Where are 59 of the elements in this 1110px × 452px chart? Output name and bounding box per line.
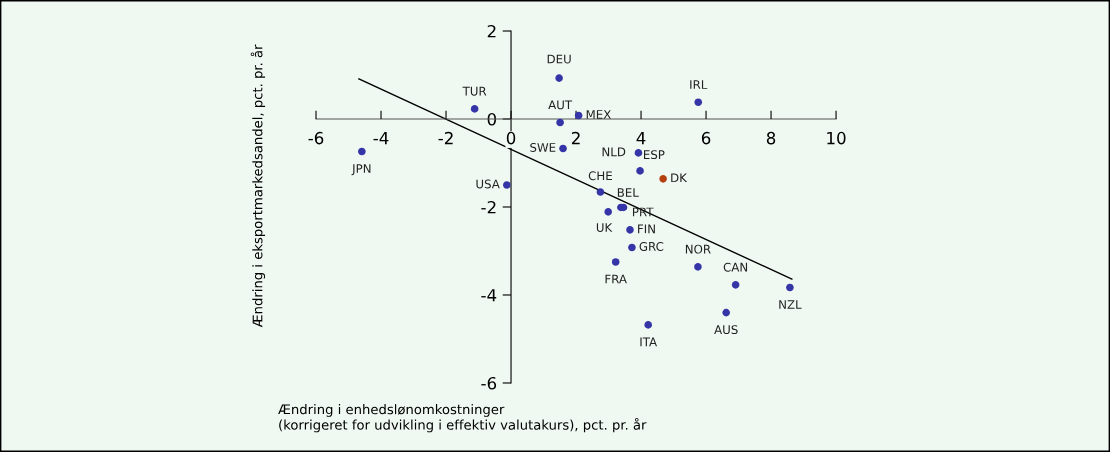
x-tick-label: 8 <box>766 131 776 145</box>
y-axis-title: Ændring i eksportmarkedsandel, pct. pr. år <box>250 44 266 328</box>
x-tick-label: 0 <box>506 131 516 145</box>
annotation: DK <box>671 173 688 183</box>
point <box>503 181 511 189</box>
y-tick-label: 0 <box>487 112 497 126</box>
point <box>786 283 794 292</box>
annotation: MEX <box>586 110 611 119</box>
x-tick-label: -4 <box>373 132 389 145</box>
y-tick-label: -4 <box>481 289 497 302</box>
x-tick-label: 4 <box>636 132 646 145</box>
annotation: FIN <box>638 224 655 234</box>
point <box>626 226 634 234</box>
y-tick-label: -2 <box>481 200 496 214</box>
point <box>722 308 730 317</box>
point <box>555 74 563 82</box>
x-tick-label: -6 <box>308 131 324 145</box>
annotation: TUR <box>462 86 487 96</box>
y-tick-label: -6 <box>481 376 497 390</box>
annotation: NOR <box>685 244 711 254</box>
x-tick-label: 10 <box>827 131 846 145</box>
point <box>644 321 652 329</box>
annotation: USA <box>476 179 500 189</box>
point <box>556 118 564 127</box>
annotation: NZL <box>779 300 802 309</box>
point <box>611 258 620 266</box>
annotation: ESP <box>644 150 665 160</box>
x-tick-label: 6 <box>701 131 711 145</box>
annotation: CHE <box>588 171 612 181</box>
point <box>596 188 605 196</box>
annotation: DEU <box>547 54 571 64</box>
point <box>694 98 703 107</box>
annotation: IRL <box>690 80 708 89</box>
point <box>694 263 702 271</box>
annotation: NLD <box>602 147 626 157</box>
y-tick-label: 2 <box>487 24 496 38</box>
point <box>574 111 583 120</box>
annotation: SWE <box>530 142 556 152</box>
point <box>636 167 644 175</box>
point <box>628 243 636 252</box>
point <box>659 175 667 183</box>
annotation: ITA <box>640 337 658 347</box>
point <box>731 281 740 289</box>
point <box>604 208 613 216</box>
x-axis-title: Ændring i enhedslønomkostninger (korrigeret for udvikling i effektiv valutakurs), pct. pr. år <box>278 404 647 433</box>
point <box>634 149 643 157</box>
annotation: JPN <box>351 164 371 176</box>
point <box>470 105 479 113</box>
annotation: AUS <box>714 325 738 335</box>
annotation: UK <box>596 223 613 232</box>
annotation: AUT <box>548 100 573 110</box>
annotation: CAN <box>723 262 748 272</box>
annotation: BEL <box>617 188 639 197</box>
annotation: GRC <box>639 241 664 251</box>
x-tick-label: -2 <box>438 131 453 145</box>
point <box>559 144 567 153</box>
annotation: FRA <box>605 274 627 284</box>
point <box>358 147 366 156</box>
x-tick-label: 2 <box>571 131 580 145</box>
